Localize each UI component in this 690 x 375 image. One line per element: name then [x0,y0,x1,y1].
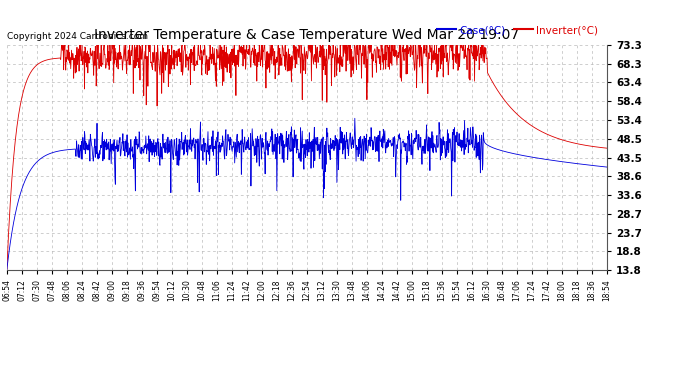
Legend: Case(°C), Inverter(°C): Case(°C), Inverter(°C) [433,21,602,39]
Title: Inverter Temperature & Case Temperature Wed Mar 20 19:07: Inverter Temperature & Case Temperature … [95,28,520,42]
Text: Copyright 2024 Cartronics.com: Copyright 2024 Cartronics.com [7,32,148,41]
